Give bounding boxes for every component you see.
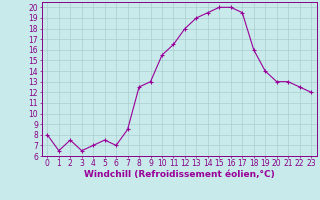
- X-axis label: Windchill (Refroidissement éolien,°C): Windchill (Refroidissement éolien,°C): [84, 170, 275, 179]
